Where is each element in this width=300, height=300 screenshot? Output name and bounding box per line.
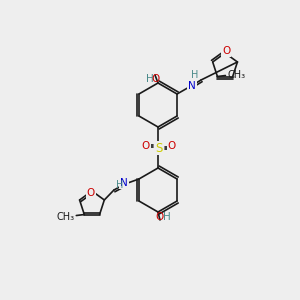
Text: H: H [163, 212, 171, 222]
Text: N: N [188, 81, 196, 91]
Text: O: O [87, 188, 95, 198]
Text: S: S [155, 142, 163, 154]
Text: H: H [116, 180, 124, 190]
Text: O: O [152, 74, 160, 84]
Text: O: O [222, 46, 230, 56]
Text: CH₃: CH₃ [56, 212, 74, 221]
Text: O: O [168, 141, 176, 151]
Text: O: O [142, 141, 150, 151]
Text: CH₃: CH₃ [227, 70, 245, 80]
Text: H: H [191, 70, 199, 80]
Text: H: H [146, 74, 154, 84]
Text: O: O [156, 212, 164, 222]
Text: N: N [120, 178, 128, 188]
